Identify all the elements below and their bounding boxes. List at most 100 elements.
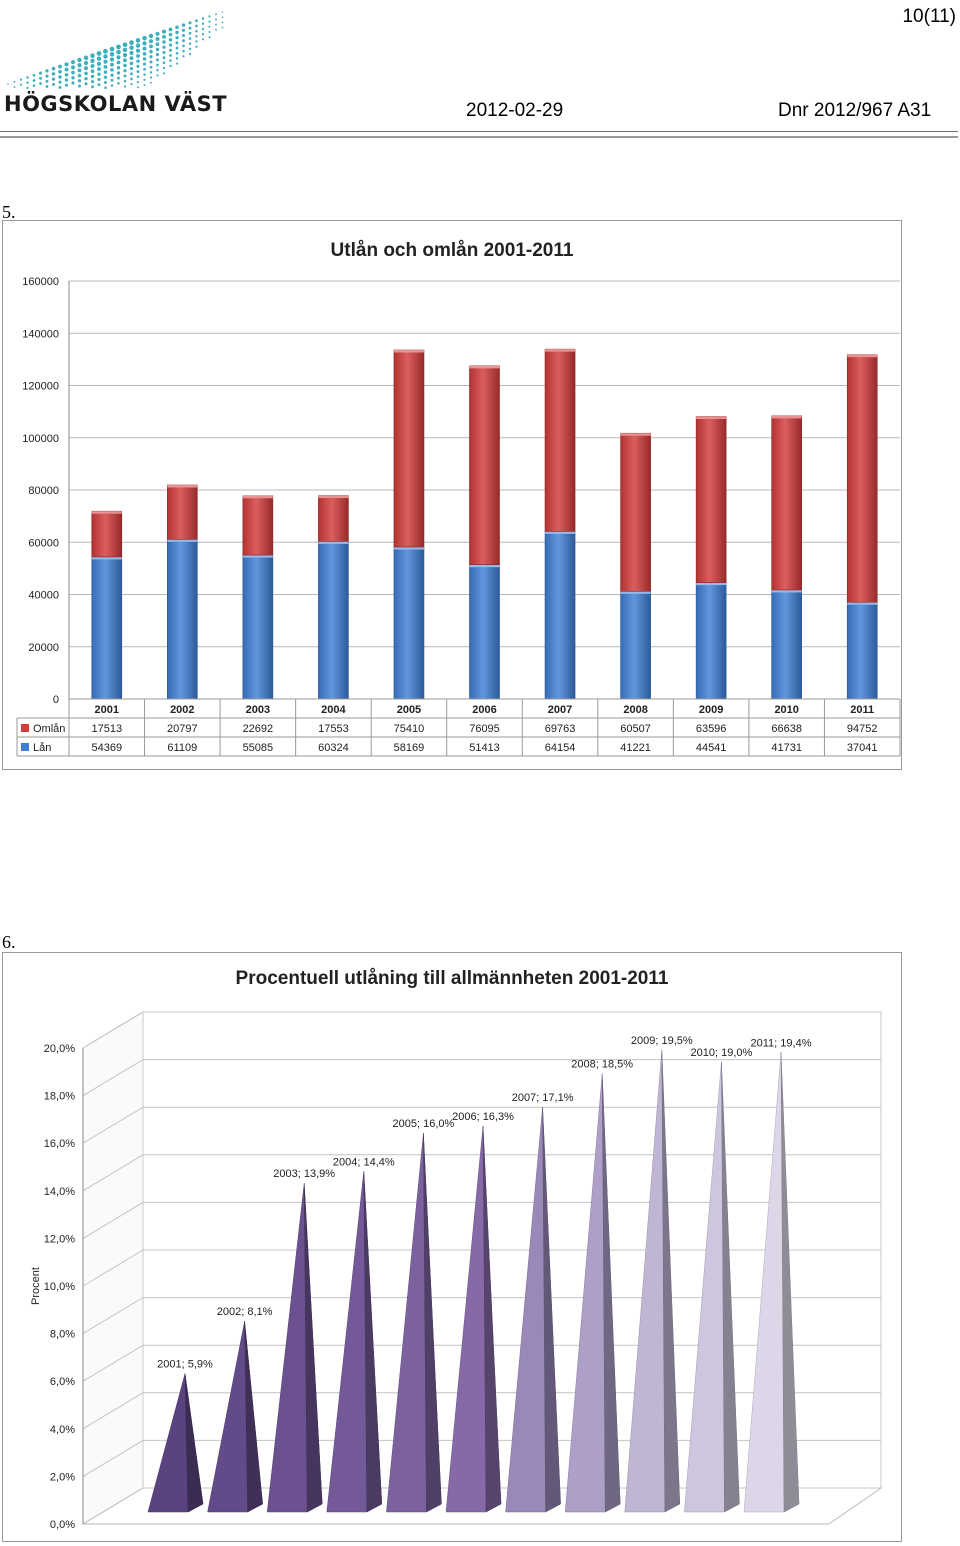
table-value: 41221 bbox=[620, 742, 651, 754]
logo-dot bbox=[175, 62, 179, 65]
x-tick-label: 2004 bbox=[321, 704, 346, 716]
logo-dot bbox=[201, 17, 205, 20]
logo-dot bbox=[181, 28, 186, 32]
logo-dot bbox=[26, 76, 29, 79]
logo-dot bbox=[208, 20, 211, 23]
bar-omlan bbox=[695, 416, 727, 583]
y-tick-label: 160000 bbox=[22, 276, 59, 288]
logo-dot bbox=[32, 84, 36, 87]
table-value: 66638 bbox=[771, 723, 802, 735]
logo-dot bbox=[136, 75, 140, 79]
bar-omlan bbox=[91, 510, 123, 558]
logo-dot bbox=[182, 49, 185, 53]
logo-dot bbox=[96, 56, 102, 61]
cone-side bbox=[363, 1171, 383, 1513]
bar-top-highlight bbox=[318, 495, 349, 499]
bar-omlan bbox=[318, 495, 349, 542]
logo-dot bbox=[110, 62, 114, 67]
data-label: 2008; 18,5% bbox=[571, 1059, 633, 1071]
logo-dot bbox=[201, 27, 205, 31]
document-date: 2012-02-29 bbox=[466, 100, 564, 121]
logo-dot bbox=[175, 41, 179, 45]
bar-top-highlight bbox=[469, 365, 500, 369]
logo-dot bbox=[142, 35, 147, 41]
table-value: 75410 bbox=[394, 723, 425, 735]
logo-dot bbox=[96, 51, 102, 56]
logo-dot bbox=[169, 59, 172, 62]
logo-dot bbox=[156, 69, 159, 72]
logo-dot bbox=[71, 70, 75, 75]
bar-top-highlight bbox=[545, 531, 576, 534]
y-tick-label: 20,0% bbox=[44, 1043, 75, 1055]
logo-dot bbox=[64, 67, 69, 72]
bar-omlan bbox=[469, 365, 500, 565]
section-label-6: 6. bbox=[2, 932, 16, 952]
logo-dot bbox=[45, 79, 49, 83]
y-tick-label: 8,0% bbox=[50, 1329, 75, 1341]
logo-dot bbox=[175, 46, 179, 50]
logo-dot bbox=[221, 11, 224, 13]
logo-dot bbox=[208, 36, 211, 39]
logo-dot bbox=[168, 27, 173, 32]
bar-top-highlight bbox=[620, 433, 651, 436]
logo-dot bbox=[188, 21, 192, 25]
header-rule bbox=[0, 136, 958, 138]
x-tick-label: 2009 bbox=[699, 704, 723, 716]
y-tick-label: 14,0% bbox=[44, 1186, 75, 1198]
table-value: 20797 bbox=[167, 723, 198, 735]
logo-dot bbox=[123, 74, 127, 78]
logo-dot bbox=[195, 45, 198, 48]
legend-label: Omlån bbox=[33, 723, 65, 735]
logo-dot bbox=[142, 46, 147, 51]
logo-dot bbox=[19, 78, 23, 81]
logo-dot bbox=[201, 22, 205, 25]
cone-side bbox=[542, 1107, 561, 1513]
gridline bbox=[82, 1106, 881, 1144]
table-value: 51413 bbox=[469, 742, 500, 754]
y-tick-label: 12,0% bbox=[44, 1233, 75, 1245]
logo-dot bbox=[116, 60, 121, 65]
logo-dot bbox=[64, 72, 69, 77]
logo-dot bbox=[195, 35, 198, 38]
logo-dot bbox=[110, 78, 114, 82]
logo-dot bbox=[149, 71, 153, 74]
table-value: 60324 bbox=[318, 742, 349, 754]
logo-dot bbox=[162, 45, 166, 49]
logo-dot bbox=[78, 84, 81, 88]
logo-dot bbox=[122, 53, 128, 58]
logo-dot bbox=[77, 73, 82, 78]
logo-dot bbox=[97, 83, 101, 87]
logo-dot bbox=[39, 82, 42, 85]
logo-dot bbox=[97, 77, 101, 82]
logo-dot bbox=[182, 55, 185, 58]
logo-dot bbox=[162, 40, 166, 44]
logo-dot bbox=[116, 65, 121, 70]
logo-dot bbox=[104, 86, 107, 89]
logo-dot bbox=[77, 79, 82, 83]
y-tick-label: 100000 bbox=[22, 433, 59, 445]
table-value: 17513 bbox=[91, 723, 122, 735]
bar-top-highlight bbox=[771, 415, 802, 419]
logo-dot bbox=[51, 77, 56, 81]
chart-title: Procentuell utlåning till allmännheten 2… bbox=[236, 968, 669, 989]
logo-dot bbox=[142, 41, 147, 46]
public-lending-chart: Procentuell utlåning till allmännheten 2… bbox=[2, 952, 902, 1542]
cone-side bbox=[184, 1373, 204, 1513]
data-label: 2010; 19,0% bbox=[691, 1047, 753, 1059]
logo-dot bbox=[129, 40, 134, 45]
bar-omlan bbox=[544, 348, 576, 532]
logo-dot bbox=[26, 86, 29, 90]
y-tick-label: 60000 bbox=[28, 537, 59, 549]
logo-dot bbox=[103, 70, 108, 74]
logo-dot bbox=[90, 74, 95, 79]
logo-dot bbox=[110, 73, 114, 77]
bar-top-highlight bbox=[393, 547, 424, 550]
logo-dot bbox=[90, 58, 95, 63]
y-tick-label: 18,0% bbox=[44, 1091, 75, 1103]
cone-side bbox=[780, 1052, 800, 1513]
logo-dot bbox=[195, 19, 198, 23]
logo-dot bbox=[162, 72, 166, 75]
logo-dot bbox=[116, 44, 121, 50]
x-tick-label: 2001 bbox=[95, 704, 119, 716]
table-value: 37041 bbox=[847, 742, 878, 754]
